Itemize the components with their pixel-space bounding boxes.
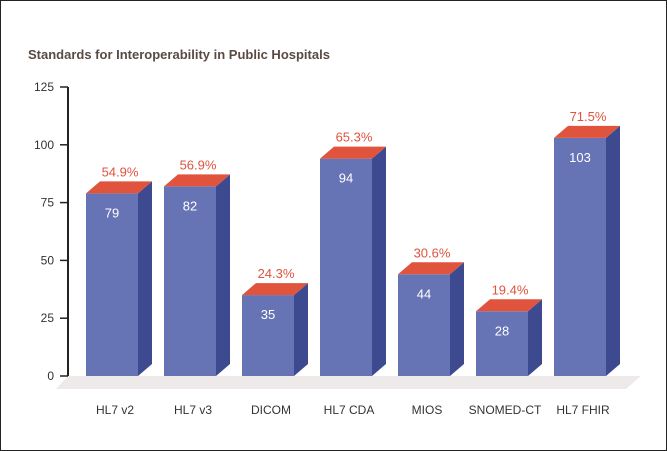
chart-title: Standards for Interoperability in Public… xyxy=(28,47,330,62)
bar xyxy=(476,311,528,376)
y-tick-label: 125 xyxy=(34,80,54,94)
bar-side xyxy=(138,181,152,376)
y-tick-label: 50 xyxy=(41,253,55,267)
bar-percent-label: 65.3% xyxy=(336,130,373,145)
bar-top xyxy=(164,174,230,187)
bar-side xyxy=(606,125,620,376)
bar-value-label: 44 xyxy=(417,286,431,301)
bar-percent-label: 19.4% xyxy=(492,282,529,297)
bar-value-label: 35 xyxy=(261,307,275,322)
chart-floor xyxy=(56,376,641,389)
bar-side xyxy=(294,283,308,376)
x-category-label: HL7 v2 xyxy=(96,403,134,417)
bar xyxy=(554,137,606,376)
x-category-label: HL7 CDA xyxy=(324,403,375,417)
bar xyxy=(398,274,450,376)
bar-percent-label: 54.9% xyxy=(102,164,139,179)
bar-side xyxy=(372,146,386,376)
bar-top xyxy=(476,299,542,312)
bar-percent-label: 24.3% xyxy=(258,266,295,281)
y-tick-label: 25 xyxy=(41,311,55,325)
bar xyxy=(242,295,294,376)
bar-top xyxy=(86,181,152,194)
bar-top xyxy=(320,146,386,159)
bar-value-label: 28 xyxy=(495,323,509,338)
bar-value-label: 79 xyxy=(105,205,119,220)
x-category-label: HL7 v3 xyxy=(174,403,212,417)
bar-percent-label: 71.5% xyxy=(570,109,607,124)
bar-side xyxy=(528,299,542,376)
bar xyxy=(320,158,372,376)
bar-top xyxy=(554,125,620,138)
y-tick-label: 75 xyxy=(41,196,55,210)
bar-percent-label: 30.6% xyxy=(414,245,451,260)
bar-value-label: 82 xyxy=(183,198,197,213)
x-category-label: DICOM xyxy=(251,403,291,417)
bar-value-label: 94 xyxy=(339,171,353,186)
bar-value-label: 103 xyxy=(569,150,591,165)
x-category-label: SNOMED-CT xyxy=(469,403,542,417)
bar xyxy=(164,186,216,376)
x-category-label: HL7 FHIR xyxy=(556,403,610,417)
y-tick-label: 0 xyxy=(47,369,54,383)
y-tick-label: 100 xyxy=(34,138,54,152)
bar-percent-label: 56.9% xyxy=(180,157,217,172)
bar-side xyxy=(216,174,230,376)
bar xyxy=(86,193,138,376)
bar-side xyxy=(450,262,464,376)
x-category-label: MIOS xyxy=(412,403,443,417)
bar-top xyxy=(242,283,308,296)
bar-top xyxy=(398,262,464,275)
